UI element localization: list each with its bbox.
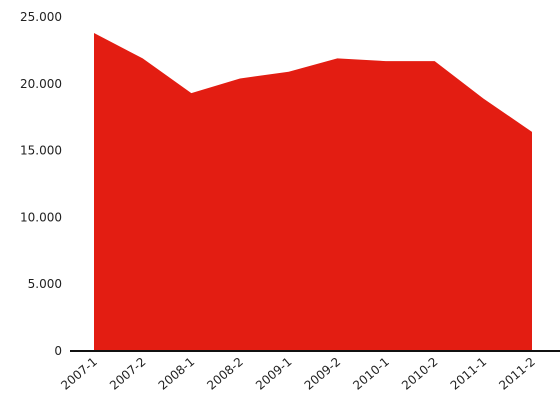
y-tick-label: 25.000: [20, 10, 62, 24]
x-tick-label: 2008-2: [204, 355, 246, 393]
x-tick-label: 2007-2: [107, 355, 149, 393]
x-tick-label: 2011-1: [448, 355, 490, 393]
y-tick-label: 0: [54, 344, 62, 358]
y-tick-label: 5.000: [28, 277, 62, 291]
y-axis-tick-labels: 0 5.000 10.000 15.000 20.000 25.000: [20, 10, 62, 358]
x-tick-label: 2008-1: [156, 355, 198, 393]
area-series: [94, 33, 532, 351]
x-tick-label: 2009-1: [253, 355, 295, 393]
x-tick-label: 2007-1: [58, 355, 100, 393]
x-tick-label: 2009-2: [302, 355, 344, 393]
x-tick-label: 2010-2: [399, 355, 441, 393]
x-axis-tick-labels: 2007-1 2007-2 2008-1 2008-2 2009-1 2009-2 2010…: [58, 355, 538, 393]
x-tick-label: 2011-2: [496, 355, 538, 393]
y-tick-label: 10.000: [20, 210, 62, 224]
x-tick-label: 2010-1: [350, 355, 392, 393]
y-tick-label: 20.000: [20, 77, 62, 91]
y-tick-label: 15.000: [20, 144, 62, 158]
